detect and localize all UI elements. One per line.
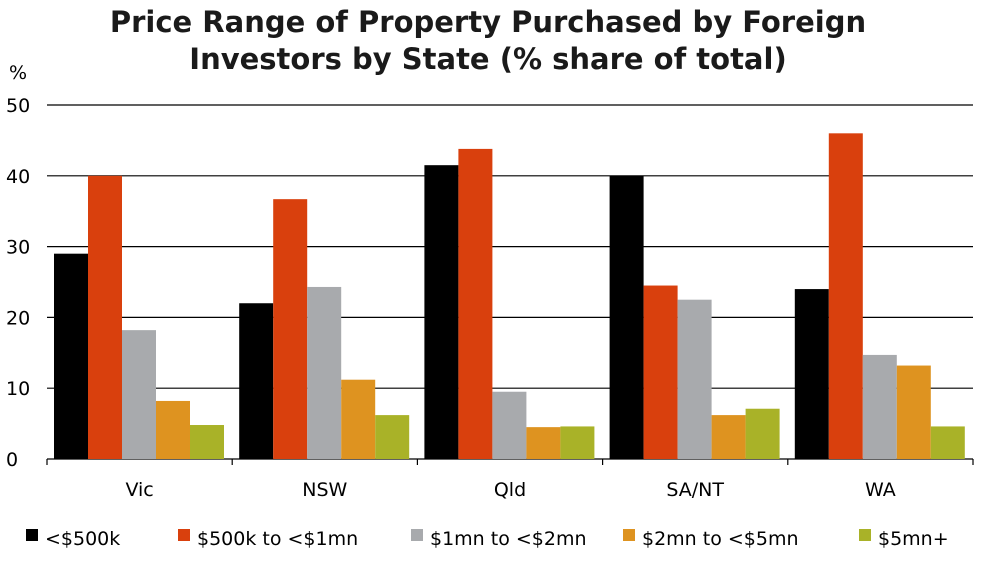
- y-tick-label: 40: [6, 166, 30, 188]
- legend-swatch-2: [411, 529, 423, 541]
- bar-nsw-series-1: [273, 199, 308, 459]
- bar-wa-series-1: [828, 133, 863, 459]
- legend-swatch-1: [178, 529, 190, 541]
- legend-swatch-4: [859, 529, 871, 541]
- bar-vic-series-4: [190, 425, 224, 459]
- x-tick-label: WA: [865, 479, 896, 501]
- bar-qld-series-2: [492, 391, 527, 459]
- legend-swatch-0: [26, 529, 38, 541]
- bar-qld-series-1: [458, 148, 493, 459]
- bar-sa-nt-series-1: [643, 285, 678, 459]
- bar-qld-series-0: [424, 165, 459, 459]
- bar-qld-series-3: [526, 427, 561, 459]
- legend-label: <$500k: [45, 528, 120, 550]
- bar-wa-series-0: [794, 289, 829, 459]
- y-tick-label: 10: [6, 378, 30, 400]
- bar-vic-series-3: [156, 400, 190, 459]
- legend-swatch-3: [623, 529, 635, 541]
- y-tick-label: 20: [6, 307, 30, 329]
- y-tick-label: 30: [6, 237, 30, 259]
- x-tick-label: Qld: [494, 479, 526, 501]
- bar-sa-nt-series-4: [745, 408, 780, 459]
- bar-sa-nt-series-3: [711, 415, 746, 459]
- bar-wa-series-2: [862, 354, 897, 459]
- bar-qld-series-4: [560, 426, 595, 459]
- y-tick-label: 0: [6, 449, 18, 471]
- bar-vic-series-0: [54, 253, 88, 459]
- bar-nsw-series-4: [375, 415, 410, 459]
- bar-sa-nt-series-0: [609, 175, 644, 460]
- bar-nsw-series-3: [341, 379, 376, 459]
- x-tick-label: Vic: [125, 479, 153, 501]
- bar-sa-nt-series-2: [677, 299, 712, 459]
- y-axis-label: %: [9, 62, 27, 84]
- chart-title-line-2: Investors by State (% share of total): [189, 42, 787, 76]
- y-tick-label: 50: [6, 95, 30, 117]
- bar-nsw-series-0: [239, 303, 274, 459]
- bar-wa-series-4: [930, 426, 965, 459]
- bar-vic-series-1: [88, 175, 122, 460]
- legend-label: $1mn to <$2mn: [430, 528, 587, 550]
- bar-wa-series-3: [896, 365, 931, 459]
- bar-vic-series-2: [122, 330, 156, 459]
- x-tick-label: SA/NT: [666, 479, 724, 501]
- bar-nsw-series-2: [307, 286, 342, 459]
- legend-label: $500k to <$1mn: [197, 528, 358, 550]
- legend-label: $5mn+: [878, 528, 949, 550]
- x-tick-label: NSW: [302, 479, 347, 501]
- chart-title-line-1: Price Range of Property Purchased by For…: [109, 5, 867, 39]
- chart-title: Price Range of Property Purchased by For…: [0, 4, 976, 78]
- legend-label: $2mn to <$5mn: [642, 528, 799, 550]
